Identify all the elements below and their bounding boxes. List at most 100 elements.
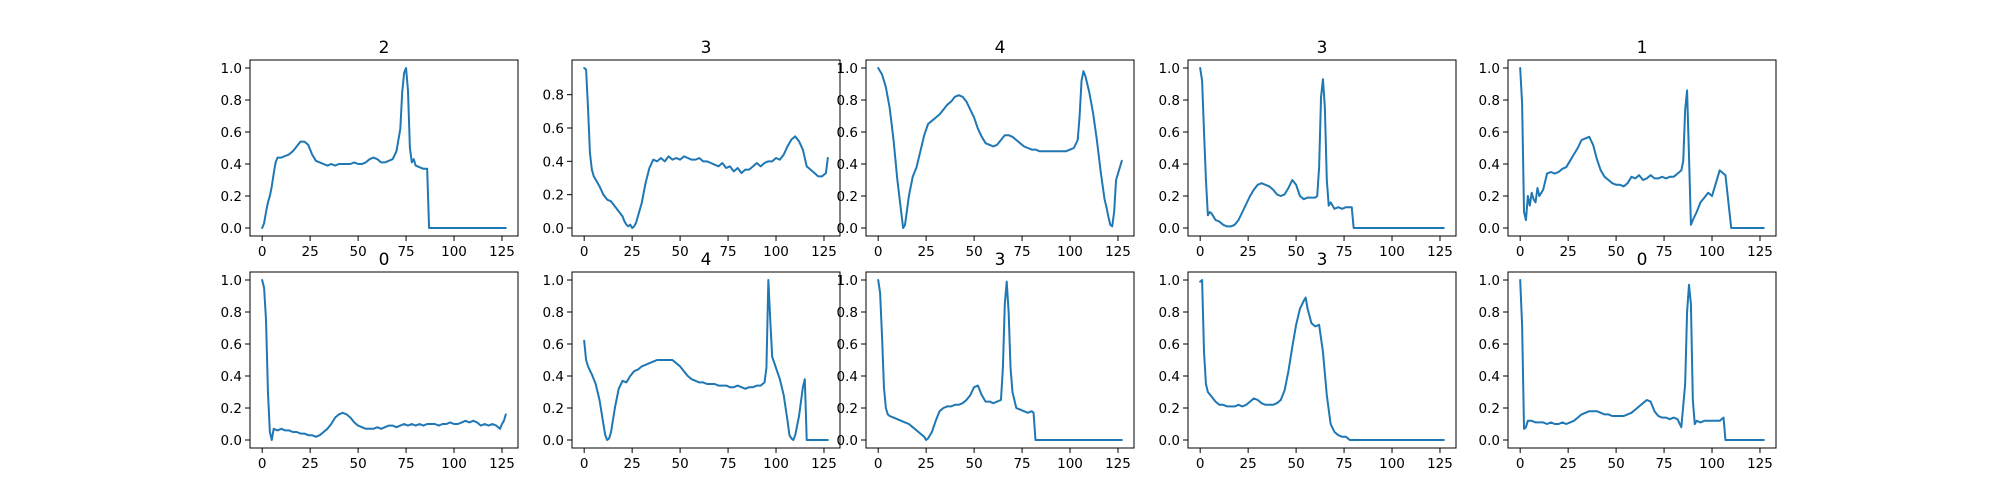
y-tick-label: 0.6 xyxy=(221,125,242,141)
y-tick-label: 0.4 xyxy=(837,369,858,385)
x-tick-label: 75 xyxy=(1013,456,1030,472)
subplot-9: 0 25 50 75 100 125 0.0 0.2 0.4 0.6 0.8 1.0 3 xyxy=(1159,250,1457,472)
axes-frame xyxy=(571,271,841,449)
x-tick-label: 0 xyxy=(874,244,883,260)
x-tick-label: 100 xyxy=(441,456,467,472)
y-tick-label: 0.0 xyxy=(221,433,242,449)
y-tick-label: 1.0 xyxy=(543,273,564,289)
y-tick-label: 0.4 xyxy=(221,157,242,173)
subplot-3: 0 25 50 75 100 125 0.0 0.2 0.4 0.6 0.8 1.0 4 xyxy=(837,38,1135,260)
subplot-2: 0 25 50 75 100 125 0.0 0.2 0.4 0.6 0.8 3 xyxy=(543,38,841,260)
x-tick-label: 50 xyxy=(1608,244,1625,260)
x-tick-label: 125 xyxy=(1427,244,1453,260)
x-tick-label: 0 xyxy=(874,456,883,472)
x-tick-label: 50 xyxy=(1608,456,1625,472)
y-tick-label: 1.0 xyxy=(1159,61,1180,77)
x-tick-label: 75 xyxy=(397,456,414,472)
axes-frame xyxy=(249,59,519,237)
y-tick-label: 0.2 xyxy=(837,189,858,205)
y-tick-label: 0.0 xyxy=(221,221,242,237)
y-tick-label: 0.2 xyxy=(1479,401,1500,417)
x-tick-label: 25 xyxy=(918,244,935,260)
x-tick-label: 75 xyxy=(1655,456,1672,472)
y-tick-label: 0.8 xyxy=(543,305,564,321)
x-tick-label: 125 xyxy=(1427,456,1453,472)
axes-frame xyxy=(1187,271,1457,449)
y-tick-label: 0.2 xyxy=(221,189,242,205)
y-tick-label: 0.2 xyxy=(1159,401,1180,417)
x-tick-label: 125 xyxy=(1105,456,1131,472)
y-tick-label: 0.2 xyxy=(543,188,564,204)
series-line xyxy=(583,279,829,441)
series-line xyxy=(583,67,829,229)
x-tick-label: 25 xyxy=(1240,456,1257,472)
y-tick-label: 0.6 xyxy=(221,337,242,353)
x-tick-label: 25 xyxy=(1560,244,1577,260)
axes-frame xyxy=(1507,271,1777,449)
x-tick-label: 25 xyxy=(918,456,935,472)
y-tick-label: 0.0 xyxy=(543,433,564,449)
x-tick-label: 0 xyxy=(1196,244,1205,260)
subplot-4: 0 25 50 75 100 125 0.0 0.2 0.4 0.6 0.8 1.0 3 xyxy=(1159,38,1457,260)
y-tick-label: 0.6 xyxy=(1159,125,1180,141)
y-tick-label: 0.2 xyxy=(221,401,242,417)
x-tick-label: 75 xyxy=(397,244,414,260)
axes-frame xyxy=(1187,59,1457,237)
y-tick-label: 0.4 xyxy=(543,369,564,385)
axes-frame xyxy=(249,271,519,449)
x-tick-label: 50 xyxy=(350,244,367,260)
x-tick-label: 25 xyxy=(1240,244,1257,260)
x-tick-label: 25 xyxy=(624,456,641,472)
y-tick-label: 0.4 xyxy=(1479,369,1500,385)
y-tick-label: 0.4 xyxy=(543,154,564,170)
y-tick-label: 0.0 xyxy=(837,433,858,449)
x-tick-label: 0 xyxy=(580,456,589,472)
y-tick-label: 0.8 xyxy=(1479,305,1500,321)
y-tick-label: 1.0 xyxy=(221,61,242,77)
y-tick-label: 0.4 xyxy=(1159,157,1180,173)
y-tick-label: 0.4 xyxy=(221,369,242,385)
subplot-title: 3 xyxy=(1317,250,1328,270)
x-tick-label: 75 xyxy=(1655,244,1672,260)
y-tick-label: 0.0 xyxy=(837,221,858,237)
x-tick-label: 0 xyxy=(1516,244,1525,260)
subplot-title: 2 xyxy=(379,38,390,58)
series-line xyxy=(1199,279,1445,441)
x-tick-label: 125 xyxy=(489,244,515,260)
series-line xyxy=(1519,279,1765,441)
y-tick-label: 0.6 xyxy=(837,125,858,141)
y-tick-label: 0.6 xyxy=(543,121,564,137)
y-tick-label: 0.8 xyxy=(837,93,858,109)
series-line xyxy=(877,279,1123,441)
x-tick-label: 0 xyxy=(580,244,589,260)
x-tick-label: 100 xyxy=(441,244,467,260)
x-tick-label: 0 xyxy=(1196,456,1205,472)
x-tick-label: 125 xyxy=(1105,244,1131,260)
x-tick-label: 125 xyxy=(1747,244,1773,260)
y-tick-label: 0.8 xyxy=(1159,93,1180,109)
x-tick-label: 75 xyxy=(1335,456,1352,472)
series-line xyxy=(261,279,507,441)
subplot-title: 0 xyxy=(379,250,390,270)
x-tick-label: 50 xyxy=(350,456,367,472)
x-tick-label: 125 xyxy=(489,456,515,472)
subplot-5: 0 25 50 75 100 125 0.0 0.2 0.4 0.6 0.8 1.0 1 xyxy=(1479,38,1777,260)
x-tick-label: 50 xyxy=(672,244,689,260)
x-tick-label: 0 xyxy=(1516,456,1525,472)
subplot-title: 0 xyxy=(1637,250,1648,270)
subplot-title: 1 xyxy=(1637,38,1648,58)
x-tick-label: 100 xyxy=(1379,456,1405,472)
axes-frame xyxy=(865,59,1135,237)
y-tick-label: 1.0 xyxy=(1479,61,1500,77)
x-tick-label: 75 xyxy=(1013,244,1030,260)
x-tick-label: 50 xyxy=(966,456,983,472)
y-tick-label: 0.4 xyxy=(1159,369,1180,385)
y-tick-label: 0.8 xyxy=(1159,305,1180,321)
x-tick-label: 50 xyxy=(672,456,689,472)
x-tick-label: 25 xyxy=(624,244,641,260)
x-tick-label: 75 xyxy=(719,244,736,260)
y-tick-label: 0.2 xyxy=(1159,189,1180,205)
subplot-title: 3 xyxy=(1317,38,1328,58)
x-tick-label: 25 xyxy=(1560,456,1577,472)
